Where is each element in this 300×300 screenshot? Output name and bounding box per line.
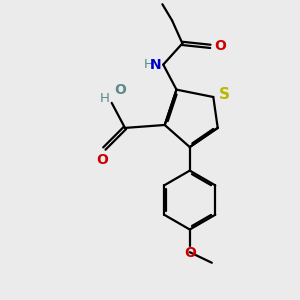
Text: O: O (115, 83, 127, 97)
Text: H: H (100, 92, 110, 105)
Text: O: O (96, 153, 108, 167)
Text: O: O (214, 39, 226, 53)
Text: S: S (219, 87, 230, 102)
Text: O: O (184, 246, 196, 260)
Text: N: N (150, 58, 162, 72)
Text: H: H (144, 58, 154, 71)
